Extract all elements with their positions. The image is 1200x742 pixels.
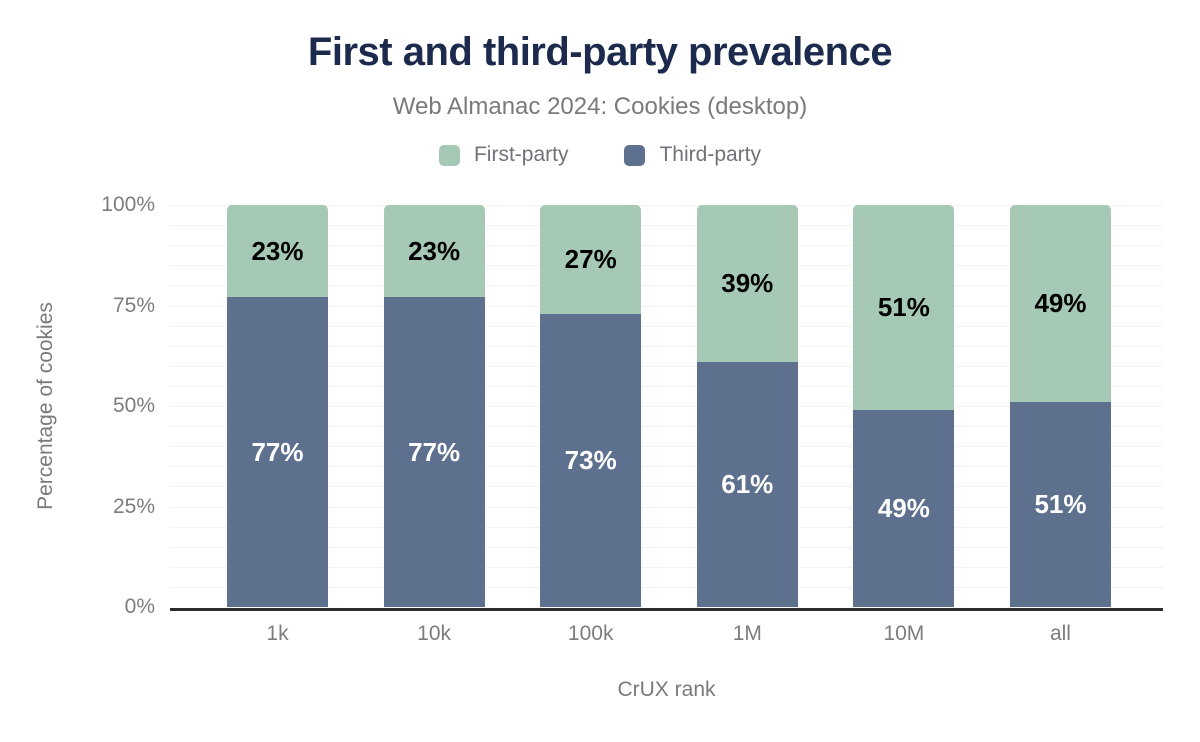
bar-segment-third-party-all: 51% (1009, 401, 1111, 607)
x-tick-1m: 1M (732, 622, 762, 645)
x-tick-100k: 100k (567, 622, 614, 645)
data-label-third-party-all: 51% (1034, 488, 1087, 519)
legend-label-first-party: First-party (473, 143, 569, 166)
legend-swatch-first-party (438, 144, 460, 166)
data-label-third-party-1k: 77% (251, 436, 304, 467)
gridline (170, 305, 1163, 307)
bar-segment-third-party-1m: 61% (696, 361, 798, 607)
y-tick-100-: 100% (101, 193, 155, 216)
gridline (170, 586, 1163, 588)
data-label-third-party-10m: 49% (877, 493, 930, 524)
bar-segment-first-party-all: 49% (1009, 205, 1111, 402)
gridline (170, 566, 1163, 568)
y-tick-75-: 75% (112, 293, 155, 317)
gridline (170, 345, 1163, 347)
gridline (170, 486, 1163, 488)
gridline (170, 506, 1163, 508)
bar-segment-third-party-100k: 73% (540, 313, 642, 607)
gridline (170, 225, 1163, 227)
bar-segment-third-party-1k: 77% (227, 297, 328, 607)
bar-segment-third-party-10k: 77% (383, 297, 485, 607)
gridline (170, 546, 1163, 548)
gridline (170, 526, 1163, 528)
bar-segment-first-party-100k: 27% (540, 205, 642, 314)
bar-100k: 27% 73% 100k (540, 205, 642, 645)
gridline (170, 245, 1163, 247)
legend-label-third-party: Third-party (659, 143, 762, 166)
gridline (170, 265, 1163, 267)
chart-subtitle: Web Almanac 2024: Cookies (desktop) (392, 93, 808, 120)
bar-segment-first-party-1k: 23% (227, 205, 328, 298)
gridline (170, 285, 1163, 287)
x-tick-1k: 1k (266, 622, 289, 645)
data-label-first-party-1m: 39% (721, 267, 774, 298)
data-label-third-party-100k: 73% (564, 444, 617, 475)
bar-segment-first-party-1m: 39% (696, 205, 798, 362)
y-tick-0-: 0% (124, 595, 155, 618)
data-label-first-party-10k: 23% (408, 235, 461, 266)
data-label-third-party-10k: 77% (408, 436, 461, 467)
bar-1k: 23% 77% 1k (227, 205, 328, 645)
legend-item-first-party: First-party (438, 143, 569, 167)
y-tick-25-: 25% (112, 494, 155, 518)
gridline (170, 385, 1163, 387)
x-tick-10m: 10M (883, 622, 925, 645)
bar-1m: 39% 61% 1M (696, 205, 798, 645)
bar-10m: 51% 49% 10M (853, 205, 955, 645)
legend: First-party Third-party (0, 143, 1200, 167)
gridline (170, 325, 1163, 327)
y-axis-ticks: 0% 25% 50% 75% 100% (0, 193, 155, 618)
gridline (170, 426, 1163, 428)
gridline (170, 466, 1163, 468)
data-label-first-party-1k: 23% (251, 235, 304, 266)
data-label-first-party-100k: 27% (564, 243, 617, 274)
gridline (170, 406, 1163, 407)
data-label-first-party-10m: 51% (877, 292, 930, 323)
y-tick-50-: 50% (112, 394, 155, 417)
data-label-first-party-all: 49% (1034, 288, 1087, 318)
bar-segment-third-party-10m: 49% (853, 410, 955, 607)
gridline (170, 365, 1163, 367)
x-axis-line (170, 608, 1163, 611)
bar-segment-first-party-10m: 51% (853, 205, 955, 411)
data-label-third-party-1m: 61% (721, 468, 774, 499)
bar-segment-first-party-10k: 23% (383, 205, 485, 298)
x-tick-10k: 10k (417, 622, 452, 645)
plot-area: 23% 77% 1k 23% 77% 10k 27% 73% 100k 39% 61% 1M 51% 49… (170, 205, 1163, 645)
legend-swatch-third-party (624, 144, 646, 166)
gridline (170, 205, 1163, 206)
bar-10k: 23% 77% 10k (383, 205, 485, 645)
x-tick-all: all (1049, 622, 1071, 645)
legend-item-third-party: Third-party (624, 143, 761, 167)
gridline (170, 446, 1163, 448)
bars-area: 23% 77% 1k 23% 77% 10k 27% 73% 100k 39% 61% 1M 51% 49… (170, 205, 1163, 645)
bar-all: 49% 51% all (1009, 205, 1111, 645)
x-axis-title: CrUX rank (617, 678, 716, 701)
chart-title: First and third-party prevalence (307, 30, 893, 74)
